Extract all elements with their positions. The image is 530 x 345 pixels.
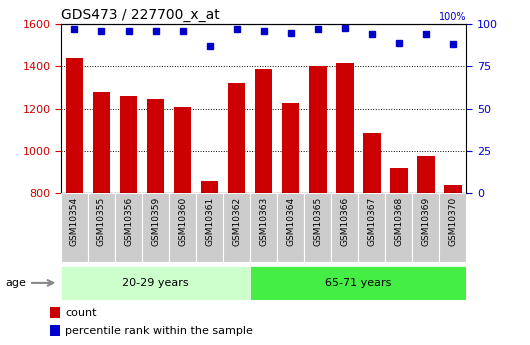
Bar <box>385 193 412 262</box>
Bar <box>390 168 408 193</box>
Text: GSM10370: GSM10370 <box>448 197 457 246</box>
Text: GSM10364: GSM10364 <box>286 197 295 246</box>
Text: percentile rank within the sample: percentile rank within the sample <box>65 326 253 336</box>
Text: 20-29 years: 20-29 years <box>122 278 189 288</box>
Bar <box>142 193 169 262</box>
Text: GSM10369: GSM10369 <box>421 197 430 246</box>
Bar <box>93 92 110 193</box>
Text: GSM10365: GSM10365 <box>313 197 322 246</box>
Bar <box>169 193 196 262</box>
Text: GSM10355: GSM10355 <box>97 197 106 246</box>
Bar <box>444 185 462 193</box>
Text: count: count <box>65 308 96 318</box>
Bar <box>309 66 326 193</box>
Text: GSM10360: GSM10360 <box>178 197 187 246</box>
Text: 100%: 100% <box>439 12 466 22</box>
Bar <box>336 63 354 193</box>
Bar <box>50 325 59 336</box>
Bar <box>417 156 435 193</box>
Bar <box>250 266 466 300</box>
Bar <box>66 58 83 193</box>
Bar <box>50 307 59 318</box>
Text: GSM10368: GSM10368 <box>394 197 403 246</box>
Bar <box>304 193 331 262</box>
Text: GSM10363: GSM10363 <box>259 197 268 246</box>
Text: GDS473 / 227700_x_at: GDS473 / 227700_x_at <box>61 8 220 22</box>
Bar <box>61 266 250 300</box>
Bar <box>88 193 115 262</box>
Bar <box>363 133 381 193</box>
Bar <box>255 69 272 193</box>
Text: age: age <box>5 278 26 288</box>
Bar <box>174 107 191 193</box>
Bar <box>201 181 218 193</box>
Bar <box>277 193 304 262</box>
Text: GSM10356: GSM10356 <box>124 197 133 246</box>
Text: GSM10362: GSM10362 <box>232 197 241 246</box>
Bar <box>439 193 466 262</box>
Bar <box>223 193 250 262</box>
Text: GSM10354: GSM10354 <box>70 197 79 246</box>
Bar <box>147 99 164 193</box>
Bar <box>228 83 245 193</box>
Bar <box>331 193 358 262</box>
Text: GSM10366: GSM10366 <box>340 197 349 246</box>
Bar <box>120 96 137 193</box>
Bar <box>282 103 299 193</box>
Text: GSM10361: GSM10361 <box>205 197 214 246</box>
Bar <box>61 193 88 262</box>
Bar <box>250 193 277 262</box>
Bar <box>115 193 142 262</box>
Text: GSM10359: GSM10359 <box>151 197 160 246</box>
Text: GSM10367: GSM10367 <box>367 197 376 246</box>
Bar <box>358 193 385 262</box>
Bar <box>412 193 439 262</box>
Text: 65-71 years: 65-71 years <box>325 278 392 288</box>
Bar <box>196 193 223 262</box>
